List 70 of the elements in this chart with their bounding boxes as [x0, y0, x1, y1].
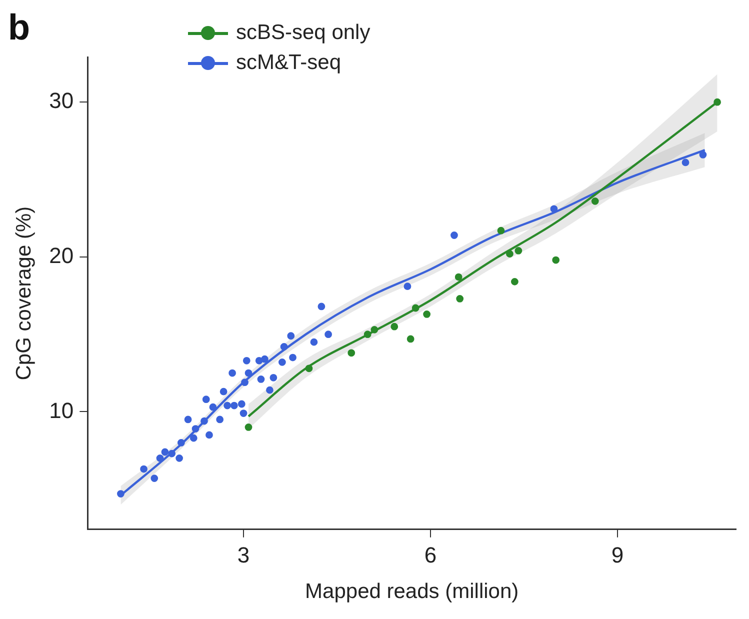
point [364, 330, 372, 338]
point [714, 98, 721, 106]
point [156, 454, 164, 462]
point [244, 424, 252, 431]
point [370, 326, 378, 334]
x-tick-label: 3 [237, 542, 250, 568]
y-tick-label: 30 [49, 88, 74, 114]
point [591, 197, 599, 205]
point [699, 151, 707, 158]
point [261, 355, 268, 363]
point [510, 278, 518, 286]
point [287, 332, 295, 340]
x-tick-label: 9 [611, 542, 624, 568]
y-axis-title: CpG coverage (%) [12, 206, 36, 380]
point [318, 302, 326, 310]
point [348, 349, 356, 357]
x-axis-title: Mapped reads (million) [305, 580, 519, 604]
point [454, 273, 462, 281]
point [278, 358, 286, 366]
legend-label: scBS-seq only [236, 20, 370, 46]
point [117, 490, 124, 498]
point [228, 369, 236, 377]
point [190, 434, 198, 442]
point [257, 376, 265, 383]
point [266, 386, 274, 394]
point [224, 402, 232, 410]
point [423, 310, 430, 318]
point [168, 450, 176, 458]
y-tick-label: 10 [49, 398, 74, 423]
point [506, 250, 514, 258]
point [310, 338, 318, 346]
point [184, 416, 192, 424]
point [241, 378, 248, 386]
point [161, 448, 169, 456]
point [270, 374, 278, 382]
point [202, 396, 210, 404]
point [242, 356, 250, 364]
point [216, 416, 224, 424]
point [289, 354, 296, 362]
chart-title: b [8, 6, 30, 48]
point [176, 454, 184, 462]
x-tick-label: 6 [424, 542, 437, 568]
point [450, 232, 458, 239]
point [220, 388, 228, 396]
point [177, 439, 185, 446]
point [305, 364, 313, 372]
point [244, 369, 252, 377]
point [240, 410, 248, 417]
point [514, 247, 522, 254]
point [140, 465, 148, 473]
point [550, 205, 558, 213]
point [209, 403, 217, 411]
point [497, 226, 505, 234]
point [230, 402, 238, 410]
point [390, 322, 398, 330]
legend-label: scM&T-seq [236, 50, 342, 76]
point [324, 330, 332, 338]
point [150, 474, 158, 482]
point [406, 335, 414, 343]
point [456, 295, 464, 302]
y-tick-label: 20 [49, 242, 74, 268]
point [404, 282, 412, 290]
point [192, 425, 200, 432]
point [412, 304, 420, 312]
point [552, 256, 560, 264]
point [200, 417, 208, 425]
point [682, 158, 690, 166]
point [280, 343, 288, 350]
point [206, 431, 213, 439]
point [238, 400, 246, 408]
